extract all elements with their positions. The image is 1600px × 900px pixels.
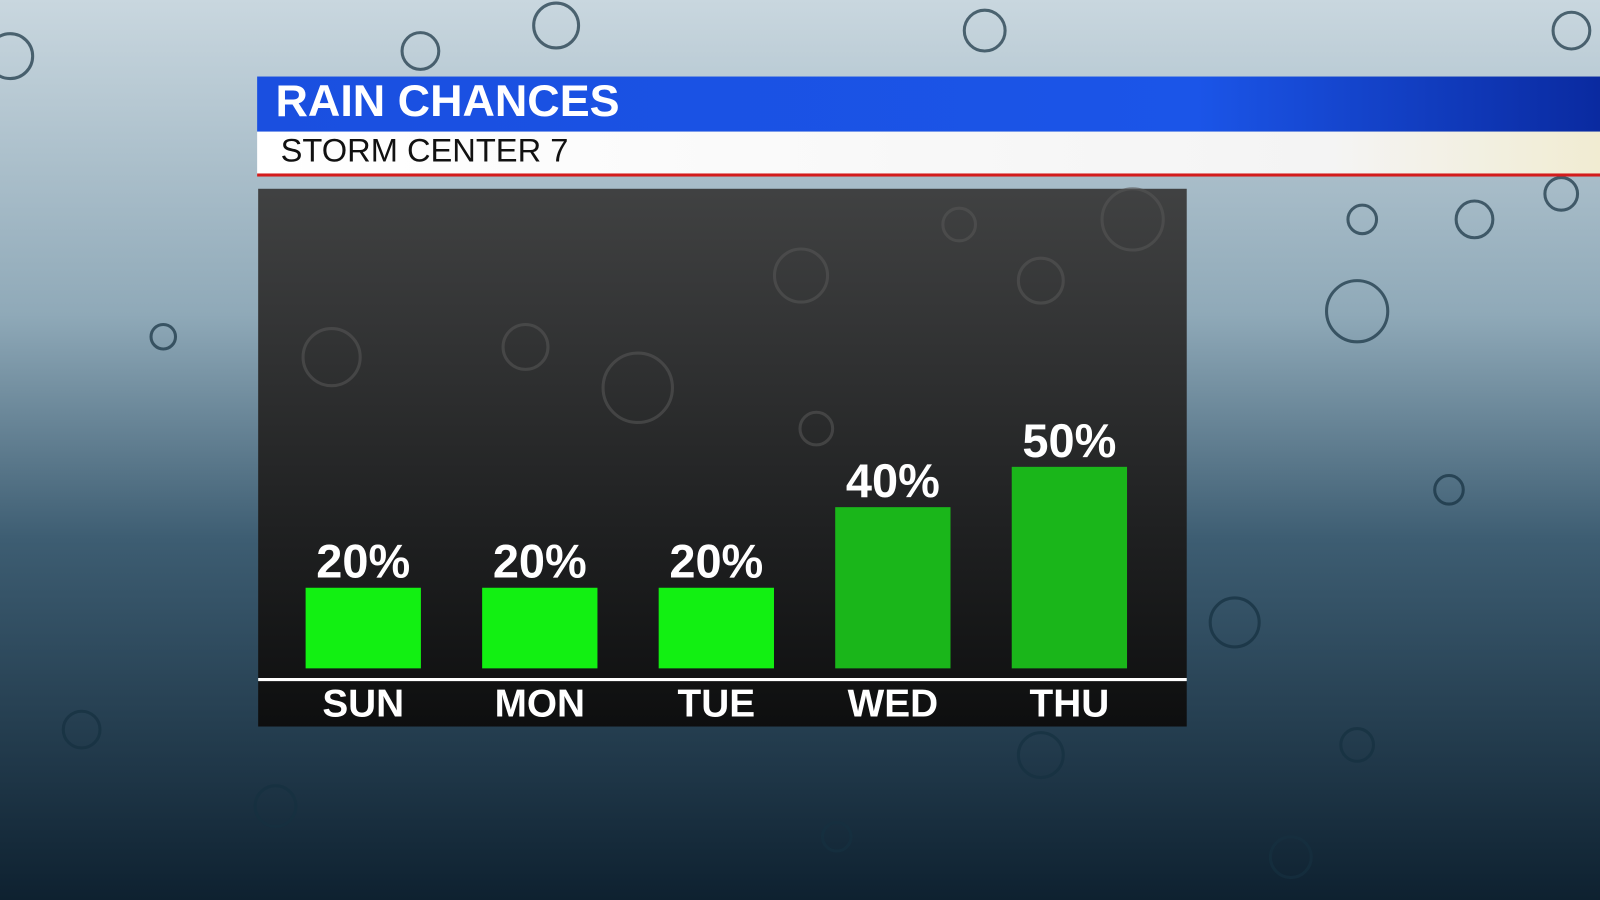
subtitle-band	[257, 131, 1600, 175]
chart-subtitle: STORM CENTER 7	[281, 132, 569, 169]
panel-drops	[301, 187, 1165, 447]
x-tick-label: MON	[495, 682, 585, 725]
chart-title: RAIN CHANCES	[276, 75, 620, 126]
bar	[305, 587, 421, 669]
rain-drops	[0, 1, 1592, 880]
value-label: 20%	[316, 536, 410, 588]
x-tick-label: THU	[1030, 682, 1110, 725]
x-tick-label: TUE	[678, 682, 756, 725]
value-label: 20%	[493, 536, 587, 588]
bar	[1011, 466, 1128, 669]
x-tick-label: WED	[848, 682, 938, 725]
title-band	[257, 76, 1600, 132]
red-rule	[257, 173, 1600, 177]
x-tick-label: SUN	[322, 682, 404, 725]
bar	[658, 587, 774, 669]
value-label: 20%	[669, 536, 763, 588]
value-label: 40%	[846, 455, 940, 507]
bar	[482, 587, 598, 669]
bar	[835, 507, 951, 669]
value-label: 50%	[1022, 415, 1116, 467]
